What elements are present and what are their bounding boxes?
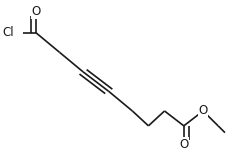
Text: O: O (198, 104, 208, 118)
Text: Cl: Cl (3, 26, 15, 39)
Text: O: O (31, 5, 41, 18)
Text: O: O (179, 138, 188, 151)
